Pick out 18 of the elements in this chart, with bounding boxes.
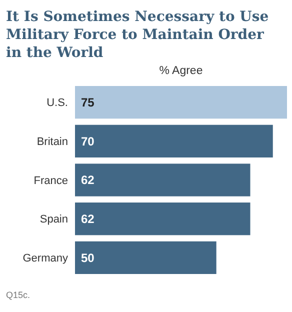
chart-subtitle: % Agree	[159, 65, 203, 77]
y-tick-label: France	[34, 174, 68, 187]
text: Q15c.	[6, 290, 30, 300]
bar	[75, 86, 287, 119]
bar	[75, 124, 273, 158]
bar	[75, 241, 216, 274]
data-label: 75	[81, 96, 95, 110]
y-tick-label: Germany	[22, 252, 68, 265]
bar	[75, 202, 250, 236]
y-tick-label: Spain	[40, 214, 68, 226]
data-label: 50	[81, 250, 95, 265]
data-label: 62	[81, 173, 95, 188]
y-tick-label: U.S.	[46, 97, 68, 110]
chart-title: It Is Sometimes Necessary to Use Military Force to Maintain Order in the World	[6, 9, 269, 61]
bar	[75, 164, 250, 196]
data-label: 62	[81, 212, 95, 226]
data-label: 70	[81, 134, 95, 148]
y-tick-label: Britain	[36, 136, 68, 148]
